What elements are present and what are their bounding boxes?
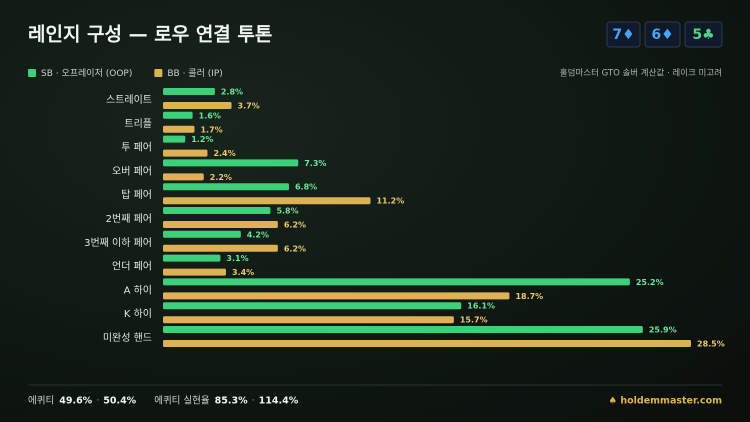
- value-label: 7.3%: [304, 159, 326, 168]
- category-label: A 하이: [124, 283, 152, 296]
- value-label: 2.8%: [221, 88, 243, 97]
- bar: [163, 207, 271, 214]
- value-label: 11.2%: [376, 197, 404, 206]
- value-label: 28.5%: [697, 340, 725, 349]
- bar: [163, 268, 226, 276]
- value-label: 18.7%: [515, 292, 543, 301]
- value-label: 1.2%: [191, 135, 213, 144]
- value-label: 15.7%: [460, 316, 488, 325]
- bar: [163, 149, 208, 157]
- value-label: 16.1%: [467, 302, 495, 311]
- chart-note: 홀덤마스터 GTO 솔버 계산값 · 레이크 미고려: [560, 68, 722, 79]
- value-label: 6.2%: [284, 244, 306, 253]
- footer-value: 50.4%: [103, 396, 136, 407]
- category-label: 미완성 핸드: [103, 332, 152, 344]
- bar: [163, 302, 462, 310]
- bar: [163, 340, 691, 347]
- value-label: 1.6%: [199, 111, 221, 120]
- category-label: 트리플: [124, 118, 152, 130]
- bar: [163, 221, 278, 228]
- legend-swatch: [28, 69, 36, 77]
- value-label: 5.8%: [276, 207, 298, 216]
- footer-separator: ·: [252, 396, 255, 407]
- bar: [163, 135, 186, 143]
- legend-label: BB · 콜러 (IP): [167, 68, 222, 79]
- value-label: 3.1%: [226, 254, 248, 263]
- category-label: 오버 페어: [112, 165, 152, 177]
- bar: [163, 326, 643, 333]
- value-label: 3.4%: [232, 268, 254, 277]
- value-label: 25.2%: [636, 278, 664, 287]
- legend-label: SB · 오프레이저 (OOP): [41, 68, 132, 79]
- bar: [163, 173, 204, 181]
- footer-value: 85.3%: [215, 396, 248, 407]
- brand: ♠ holdemmaster.com: [609, 396, 723, 407]
- bar: [163, 278, 630, 286]
- footer-value: 114.4%: [259, 396, 299, 407]
- bar: [163, 183, 289, 191]
- value-label: 2.2%: [210, 173, 232, 182]
- category-label: K 하이: [124, 307, 152, 320]
- bar: [163, 159, 299, 167]
- category-label: 탑 페어: [121, 189, 152, 201]
- bar: [163, 244, 278, 252]
- value-label: 4.2%: [247, 230, 269, 239]
- card: [644, 21, 681, 48]
- bar: [163, 230, 241, 238]
- value-label: 6.8%: [295, 183, 317, 192]
- footer-label: 에퀴티 실현율: [154, 396, 210, 407]
- bar: [163, 292, 510, 300]
- bar: [163, 316, 454, 324]
- footer-label: 에퀴티: [28, 396, 54, 407]
- bar: [163, 125, 195, 133]
- category-label: 2번째 페어: [106, 213, 152, 225]
- value-label: 3.7%: [238, 102, 260, 111]
- bar: [163, 88, 215, 95]
- footer-value: 49.6%: [59, 396, 92, 407]
- card: [606, 21, 641, 48]
- bar: [163, 102, 232, 109]
- value-label: 6.2%: [284, 221, 306, 230]
- legend-swatch: [154, 69, 163, 77]
- bar: [163, 111, 193, 119]
- category-label: 투 페어: [121, 142, 152, 154]
- card-label: 5♣: [692, 27, 714, 43]
- bar: [163, 254, 221, 262]
- value-label: 25.9%: [649, 326, 677, 335]
- card-label: 6♦: [651, 27, 673, 43]
- footer-separator: ·: [96, 396, 99, 407]
- value-label: 1.7%: [200, 125, 222, 134]
- chart-title: 레인지 구성 — 로우 연결 투톤: [28, 24, 272, 46]
- card-label: 7♦: [612, 27, 634, 43]
- category-label: 스트레이트: [106, 94, 152, 106]
- category-label: 3번째 이하 페어: [84, 236, 152, 249]
- bar: [163, 197, 371, 205]
- value-label: 2.4%: [213, 149, 235, 158]
- card: [684, 21, 723, 48]
- category-label: 언더 페어: [112, 261, 152, 273]
